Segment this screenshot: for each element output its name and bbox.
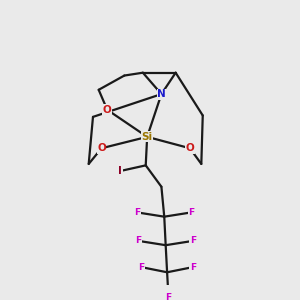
Text: Si: Si [142, 132, 153, 142]
Text: F: F [134, 208, 140, 217]
Text: F: F [136, 236, 142, 245]
Text: O: O [97, 143, 106, 153]
Text: O: O [185, 143, 194, 153]
Text: F: F [190, 262, 196, 272]
Text: F: F [138, 262, 145, 272]
Text: N: N [157, 89, 166, 99]
Text: F: F [190, 236, 196, 245]
Text: F: F [166, 293, 172, 300]
Text: I: I [118, 166, 122, 176]
Text: F: F [188, 208, 194, 217]
Text: O: O [103, 105, 112, 115]
